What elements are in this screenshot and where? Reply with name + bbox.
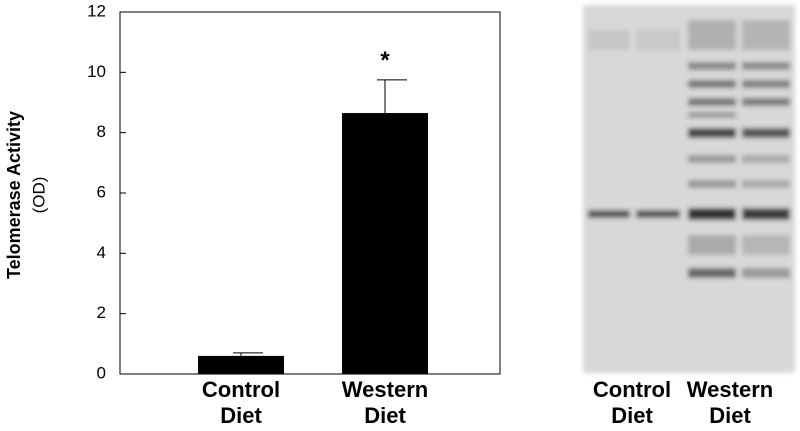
error-bar <box>377 79 407 114</box>
annotation: * <box>380 47 390 74</box>
y-tick-label: 12 <box>87 1 106 20</box>
plot-frame <box>119 11 501 375</box>
y-tick-label: 4 <box>97 243 106 262</box>
y-axis-unit: (OD) <box>29 177 48 214</box>
gel-lane-label: Western Diet <box>686 377 774 428</box>
bar <box>198 355 284 374</box>
y-tick-label: 6 <box>97 182 106 201</box>
gel-image <box>583 5 795 373</box>
bar <box>342 113 428 374</box>
x-tick-label: Control Diet <box>201 377 281 428</box>
y-tick-label: 0 <box>97 363 106 382</box>
y-axis-label: Telomerase Activity <box>4 111 24 279</box>
x-tick-label: Western Diet <box>341 377 429 428</box>
error-bar <box>233 352 263 356</box>
gel-lane-label: Control Diet <box>592 377 672 428</box>
y-tick-label: 8 <box>97 122 106 141</box>
y-tick-label: 2 <box>97 303 106 322</box>
y-tick-label: 10 <box>87 62 106 81</box>
